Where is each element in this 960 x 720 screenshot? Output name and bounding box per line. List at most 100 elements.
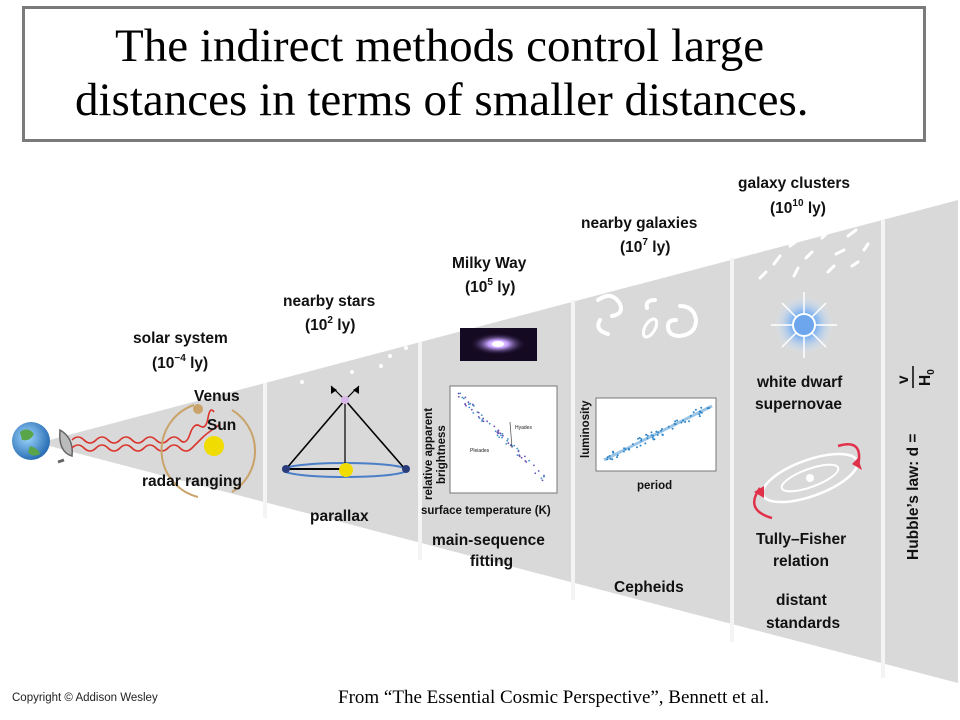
cepheid-point xyxy=(639,444,642,447)
scale-exp-nearby-galaxies: 7 xyxy=(642,237,648,248)
hr-star-point xyxy=(464,396,467,399)
hr-star-point xyxy=(461,396,464,399)
cepheid-point xyxy=(640,439,643,442)
distance-ladder-diagram: solar system (10−4 ly) Venus Sun radar r… xyxy=(12,175,958,683)
cepheid-point xyxy=(661,434,664,436)
galaxy-clusters-section: galaxy clusters (1010 ly) white dwarf su… xyxy=(738,175,870,632)
nearby-star-icon xyxy=(341,396,349,404)
svg-text:(102 ly): (102 ly) xyxy=(305,315,355,334)
hr-star-point xyxy=(537,470,540,472)
hr-star-point xyxy=(488,422,491,425)
cepheid-point xyxy=(624,448,627,451)
hr-star-point xyxy=(464,403,467,406)
label-main-sequence: main-sequence xyxy=(432,532,545,549)
cepheid-point xyxy=(652,434,655,437)
cepheid-point xyxy=(646,437,649,440)
slide-title: The indirect methods control large dista… xyxy=(25,19,923,127)
nearby-galaxies-section: nearby galaxies (107 ly) luminosity peri… xyxy=(580,215,717,596)
section-name-milky-way: Milky Way xyxy=(452,255,527,272)
hr-diagram-plot: Pleiades Hyades xyxy=(449,385,558,494)
scale-exp-galaxy-clusters: 10 xyxy=(792,198,804,209)
slide-title-line-1: The indirect methods control large xyxy=(115,20,765,72)
rotating-galaxy-icon xyxy=(752,443,862,520)
hr-star-point xyxy=(457,395,460,398)
cepheid-point xyxy=(656,434,659,436)
cepheid-point xyxy=(653,438,656,441)
hubble-denominator: H xyxy=(917,375,934,386)
hr-star-point xyxy=(534,472,537,475)
hubbles-law-label: Hubble’s law: d = v H0 xyxy=(895,366,937,560)
cepheid-point xyxy=(708,407,711,409)
hr-star-point xyxy=(457,392,460,395)
cepheid-point xyxy=(673,422,676,425)
hr-star-point xyxy=(482,417,485,420)
cepheid-point xyxy=(609,457,612,460)
label-distant: distant xyxy=(776,592,827,609)
cepheid-point xyxy=(640,438,643,440)
hr-star-point xyxy=(520,456,523,459)
cepheid-point xyxy=(638,436,641,439)
hr-star-point xyxy=(543,475,545,478)
hubble-numerator: v xyxy=(895,375,912,384)
hr-star-point xyxy=(518,455,521,458)
section-name-galaxy-clusters: galaxy clusters xyxy=(738,175,850,192)
hr-star-point xyxy=(465,404,467,407)
hr-ylabel-line-2: brightness xyxy=(436,425,448,484)
section-name-nearby-stars: nearby stars xyxy=(283,293,375,310)
label-venus: Venus xyxy=(194,388,240,405)
cepheid-point xyxy=(646,434,649,437)
label-parallax: parallax xyxy=(310,508,369,525)
venus-orbit xyxy=(160,404,199,498)
svg-text:(107 ly): (107 ly) xyxy=(620,237,670,256)
label-radar-ranging: radar ranging xyxy=(142,473,242,490)
cepheid-point xyxy=(699,411,702,414)
hr-star-point xyxy=(507,442,510,445)
scale-unit-nearby-stars: ly) xyxy=(333,317,355,334)
scale-unit-galaxy-clusters: ly) xyxy=(804,200,826,217)
hr-star-point xyxy=(499,432,502,435)
hr-star-point xyxy=(533,464,535,467)
hr-star-point xyxy=(480,414,483,416)
hr-star-point xyxy=(469,402,472,405)
source-citation: From “The Essential Cosmic Perspective”,… xyxy=(338,687,770,708)
hr-star-point xyxy=(493,425,496,428)
cepheid-point xyxy=(689,414,692,417)
cepheid-point xyxy=(606,458,609,461)
cepheid-point xyxy=(700,406,703,409)
cepheid-point xyxy=(660,429,662,432)
cepheid-point xyxy=(680,421,683,424)
solar-system-section: solar system (10−4 ly) Venus Sun radar r… xyxy=(133,330,257,498)
scale-unit-milky-way: ly) xyxy=(493,279,515,296)
cepheid-point xyxy=(682,419,685,422)
background-stars xyxy=(291,346,408,384)
label-tully-fisher: Tully–Fisher xyxy=(756,531,846,548)
section-dividers xyxy=(263,220,885,678)
hr-star-point xyxy=(481,420,483,422)
hr-star-point xyxy=(498,436,500,438)
hr-star-point xyxy=(500,434,502,437)
svg-text:(105 ly): (105 ly) xyxy=(465,277,515,296)
cepheid-point xyxy=(616,454,619,457)
scale-exp-nearby-stars: 2 xyxy=(327,315,333,326)
cepheid-ylabel: luminosity xyxy=(580,400,592,458)
section-name-nearby-galaxies: nearby galaxies xyxy=(581,215,697,232)
scale-milky-way: (10 xyxy=(465,279,487,296)
scale-exp-milky-way: 5 xyxy=(487,277,493,288)
hr-star-point xyxy=(506,439,509,442)
hr-star-point xyxy=(502,434,504,437)
hr-star-point xyxy=(517,450,520,453)
hr-star-point xyxy=(516,447,519,450)
hr-star-point xyxy=(482,420,485,423)
hr-star-point xyxy=(467,401,470,403)
hr-star-point xyxy=(497,429,500,432)
hubble-sub: 0 xyxy=(926,369,937,375)
hr-star-point xyxy=(468,406,471,409)
cepheid-point xyxy=(611,458,614,461)
scale-solar-system: (10 xyxy=(152,355,174,372)
sun-icon xyxy=(339,463,353,477)
hr-star-point xyxy=(459,392,462,395)
nearby-stars-section: nearby stars (102 ly) parallax xyxy=(282,293,410,525)
cluster-label-pleiades: Pleiades xyxy=(470,448,490,454)
radar-waves xyxy=(71,409,221,452)
cepheid-point xyxy=(650,431,653,434)
